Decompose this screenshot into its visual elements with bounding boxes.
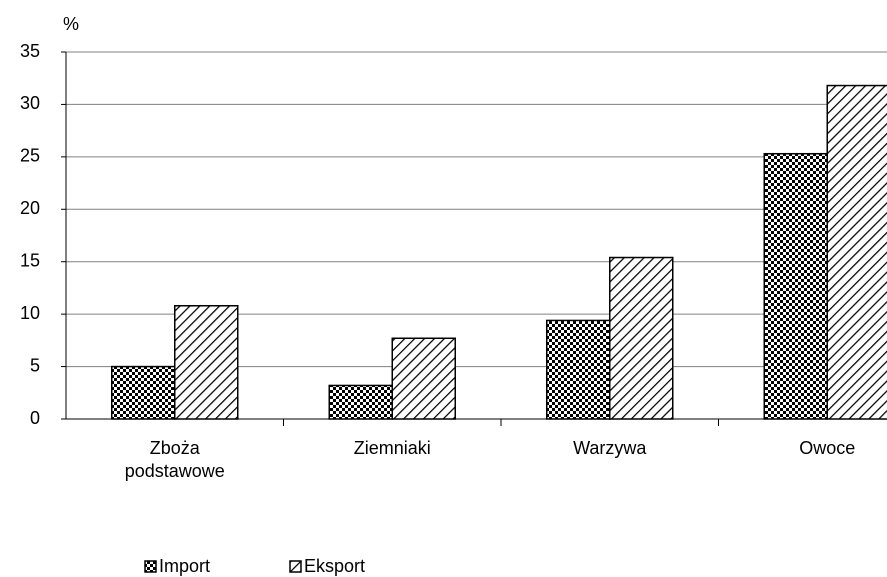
bar [391,337,456,420]
legend-swatch [144,560,157,573]
y-tick-label: 15 [20,250,40,270]
legend-swatch [289,560,302,573]
bar [826,84,887,420]
y-axis-label: % [63,14,79,34]
y-tick-label: 10 [20,303,40,323]
bar [111,365,176,420]
bar [174,305,239,420]
bar [328,384,393,420]
y-tick-label: 0 [30,408,40,428]
legend-label: Import [159,556,210,576]
x-tick-label: Warzywa [573,438,647,458]
y-tick-label: 25 [20,146,40,166]
y-tick-label: 5 [30,355,40,375]
y-tick-label: 20 [20,198,40,218]
bar [763,152,828,420]
y-tick-label: 35 [20,41,40,61]
x-tick-label: Zboża podstawowe [124,438,225,481]
bar [609,256,674,420]
x-tick-label: Ziemniaki [353,438,431,458]
legend-label: Eksport [304,556,365,576]
x-tick-label: Owoce [799,438,856,458]
bar [546,319,611,420]
y-tick-label: 30 [20,93,40,113]
